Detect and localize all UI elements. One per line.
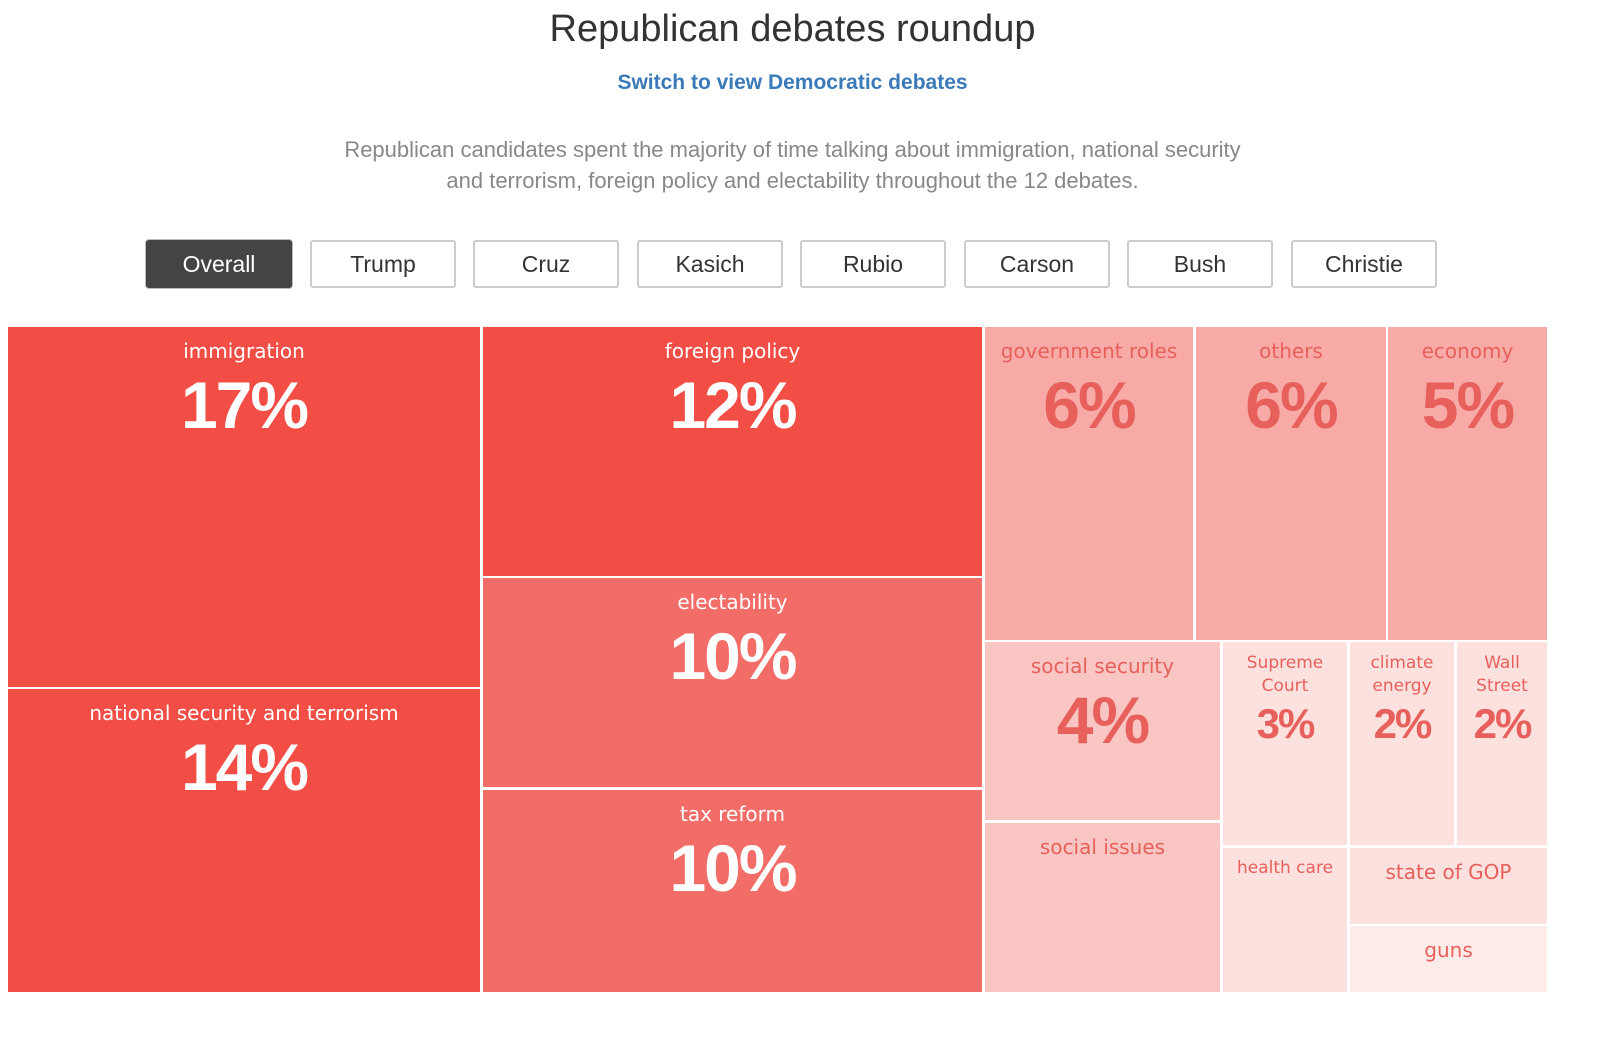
filter-button-cruz[interactable]: Cruz xyxy=(473,240,619,288)
treemap-cell-social-issues[interactable]: social issues xyxy=(985,823,1220,992)
treemap-value: 12% xyxy=(669,368,797,442)
treemap-value: 2% xyxy=(1373,700,1433,747)
treemap-cell-guns[interactable]: guns xyxy=(1350,926,1547,992)
treemap-label: social issues xyxy=(1039,835,1166,859)
filter-button-carson[interactable]: Carson xyxy=(964,240,1110,288)
treemap-value: 10% xyxy=(669,619,797,693)
treemap-cell-supreme-court[interactable]: Supreme Court 3% xyxy=(1223,642,1347,845)
treemap-label: tax reform xyxy=(679,802,785,826)
treemap-cell-economy[interactable]: economy 5% xyxy=(1388,327,1547,640)
treemap-label: Supreme Court xyxy=(1246,653,1324,696)
treemap-cell-foreign-policy[interactable]: foreign policy 12% xyxy=(483,327,982,576)
filter-button-bush[interactable]: Bush xyxy=(1127,240,1273,288)
treemap-label: guns xyxy=(1424,938,1473,962)
treemap-cell-tax-reform[interactable]: tax reform 10% xyxy=(483,790,982,992)
treemap-label: foreign policy xyxy=(664,339,801,363)
filter-button-rubio[interactable]: Rubio xyxy=(800,240,946,288)
filter-button-overall[interactable]: Overall xyxy=(146,240,292,288)
treemap-cell-immigration[interactable]: immigration 17% xyxy=(8,327,480,687)
treemap-cell-electability[interactable]: electability 10% xyxy=(483,578,982,787)
treemap-label: climate energy xyxy=(1370,653,1434,696)
treemap-label: state of GOP xyxy=(1385,860,1512,884)
treemap-label: social security xyxy=(1030,654,1175,678)
treemap-label: government roles xyxy=(1000,339,1178,363)
treemap-cell-wall-street[interactable]: Wall Street 2% xyxy=(1457,642,1547,845)
page-title: Republican debates roundup xyxy=(549,8,1036,50)
treemap-cell-social-security[interactable]: social security 4% xyxy=(985,642,1220,820)
treemap-cell-others[interactable]: others 6% xyxy=(1196,327,1386,640)
treemap-value: 14% xyxy=(180,730,309,804)
treemap-cell-state-of-gop[interactable]: state of GOP xyxy=(1350,848,1547,924)
filter-button-kasich[interactable]: Kasich xyxy=(637,240,783,288)
treemap-value: 17% xyxy=(180,368,309,442)
treemap-label: others xyxy=(1259,339,1323,363)
treemap-label: health care xyxy=(1236,858,1334,878)
treemap-value: 6% xyxy=(1245,368,1338,442)
treemap-label: economy xyxy=(1421,339,1514,363)
treemap-value: 6% xyxy=(1043,368,1136,442)
treemap-cell-national-security-and-terrorism[interactable]: national security and terrorism 14% xyxy=(8,689,480,992)
treemap-value: 3% xyxy=(1256,700,1316,747)
treemap-value: 4% xyxy=(1056,683,1150,757)
treemap-cell-health-care[interactable]: health care xyxy=(1223,848,1347,992)
treemap-label: immigration xyxy=(183,339,305,363)
treemap-label: national security and terrorism xyxy=(89,701,399,725)
treemap-label: electability xyxy=(677,590,788,614)
chart-description: Republican candidates spent the majority… xyxy=(344,137,1241,193)
treemap-value: 2% xyxy=(1473,700,1533,747)
treemap-cell-climate-energy[interactable]: climate energy 2% xyxy=(1350,642,1454,845)
switch-democratic-link[interactable]: Switch to view Democratic debates xyxy=(617,71,968,94)
filter-button-christie[interactable]: Christie xyxy=(1291,240,1437,288)
filter-button-trump[interactable]: Trump xyxy=(310,240,456,288)
treemap-label: Wall Street xyxy=(1476,653,1528,696)
treemap-cell-government-roles[interactable]: government roles 6% xyxy=(985,327,1193,640)
treemap-value: 5% xyxy=(1421,368,1515,442)
treemap-value: 10% xyxy=(669,831,797,905)
